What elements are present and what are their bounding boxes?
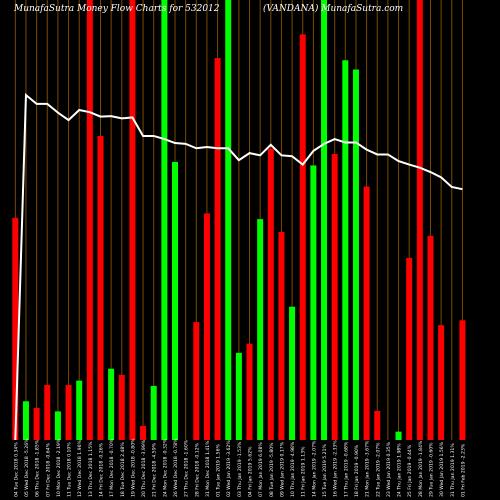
x-tick-label: 24 Mon Dec 2018 -0.32%: [162, 438, 168, 497]
x-tick-label: 31 Thu Jan 2019 1.31%: [450, 443, 456, 497]
x-tick-label: 23 Wed Jan 2019 0.35%: [386, 441, 392, 497]
bar-11-tue-dec-2018: [406, 257, 413, 440]
x-tick-label: 29 Tue Jan 2019 -0.60%: [428, 442, 434, 497]
x-tick-label: 10 Mon Dec 2018 -2.19%: [56, 438, 62, 497]
x-tick-label: 25 Fri Jan 2019 -0.44%: [407, 444, 413, 497]
bar-28-mon-jan-2019: [54, 411, 61, 440]
x-tick-label: 02 Wed Jan 2019 -3.62%: [226, 440, 232, 497]
x-tick-label: 01 Tue Jan 2019 1.56%: [216, 443, 222, 497]
bar-04-tue-dec-2018: [459, 320, 466, 440]
x-tick-label: 16 Wed Jan 2019 -2.33%: [333, 440, 339, 497]
x-tick-label: 18 Fri Jan 2019 -0.90%: [354, 444, 360, 497]
x-tick-label: 19 Wed Dec 2018 -0.80%: [130, 438, 136, 497]
bar-07-mon-jan-2019: [214, 58, 221, 441]
bar-27-thu-dec-2018: [289, 306, 296, 440]
x-tick-label: 12 Wed Dec 2018 1.96%: [77, 439, 83, 497]
x-tick-label: 03 Thu Jan 2019 -1.53%: [237, 441, 243, 497]
x-tick-label: 06 Thu Dec 2018 -1.85%: [35, 439, 41, 497]
bar-08-tue-jan-2019: [203, 213, 210, 440]
x-tick-label: 04 Fri Jan 2019 5.62%: [248, 446, 254, 497]
bar-14-mon-jan-2019: [161, 0, 168, 440]
x-tick-label: 24 Thu Jan 2019 1.98%: [397, 443, 403, 497]
x-tick-label: 11 Fri Jan 2019 1.13%: [301, 446, 307, 497]
bar-24-thu-jan-2019: [76, 380, 83, 440]
bar-24-mon-dec-2018: [310, 165, 317, 440]
bar-18-tue-dec-2018: [352, 69, 359, 441]
x-tick-label: 22 Tue Jan 2019 -2.07%: [375, 442, 381, 497]
bar-12-wed-dec-2018: [395, 431, 402, 440]
bar-11-fri-jan-2019: [171, 161, 178, 441]
bar-06-thu-dec-2018: [438, 325, 445, 440]
x-tick-label: 10 Thu Jan 2019 -4.98%: [290, 441, 296, 497]
bar-07-fri-dec-2018: [427, 235, 434, 440]
x-tick-label: 18 Tue Dec 2018 2.48%: [120, 442, 126, 497]
x-tick-label: 28 Fri Dec 2018 -0.12%: [194, 442, 200, 497]
x-tick-label: 31 Mon Dec 2018 1.41%: [205, 440, 211, 497]
x-tick-label: 28 Mon Jan 2019 -1.84%: [418, 440, 424, 497]
x-tick-label: 27 Thu Dec 2018 -1.60%: [184, 439, 190, 497]
bar-02-wed-jan-2019: [246, 343, 253, 440]
bar-15-tue-jan-2019: [150, 385, 157, 440]
x-tick-label: 26 Wed Dec 2018 -0.78%: [173, 438, 179, 497]
x-tick-label: 20 Thu Dec 2018 -3.99%: [141, 439, 147, 497]
bar-03-thu-jan-2019: [235, 352, 242, 440]
x-tick-label: 21 Mon Jan 2019 -3.67%: [365, 440, 371, 497]
bar-17-mon-dec-2018: [363, 186, 370, 440]
x-tick-label: 14 Mon Jan 2019 -2.07%: [311, 440, 317, 497]
bars-layer: [12, 0, 466, 441]
bar-09-wed-jan-2019: [193, 322, 200, 440]
x-tick-label: 01 Fri Feb 2019 -2.23%: [460, 443, 466, 497]
x-axis-labels: 04 Tue Dec 2018 0.34% 05 Wed Dec 2018 -5.…: [13, 438, 466, 497]
x-tick-label: 13 Thu Dec 2018 1.15%: [88, 441, 94, 497]
x-tick-label: 14 Fri Dec 2018 -0.26%: [98, 442, 104, 497]
bar-18-fri-jan-2019: [118, 374, 125, 440]
x-tick-label: 07 Fri Dec 2018 -0.64%: [45, 442, 51, 497]
x-tick-label: 07 Mon Jan 2019 6.08%: [258, 442, 264, 497]
bar-23-wed-jan-2019: [86, 0, 93, 440]
x-tick-label: 11 Tue Dec 2018 0.10%: [67, 442, 73, 497]
bar-22-tue-jan-2019: [97, 135, 104, 440]
x-tick-label: 17 Thu Jan 2019 -0.68%: [343, 441, 349, 497]
bar-26-wed-dec-2018: [299, 34, 306, 440]
bar-01-tue-jan-2019: [257, 219, 264, 440]
bar-28-fri-dec-2018: [278, 231, 285, 440]
bar-30-wed-jan-2019: [33, 407, 40, 440]
x-tick-label: 09 Wed Jan 2019 0.17%: [279, 441, 285, 497]
bar-14-fri-dec-2018: [374, 410, 381, 440]
x-tick-label: 30 Wed Jan 2019 1.56%: [439, 441, 445, 497]
bar-17-thu-jan-2019: [129, 0, 136, 440]
x-tick-label: 05 Wed Dec 2018 -5.26%: [24, 438, 30, 497]
chart-title-left: MunafaSutra Money Flow Charts for 532012: [14, 4, 220, 14]
bar-04-fri-jan-2019: [225, 0, 232, 440]
bar-20-thu-dec-2018: [331, 154, 338, 440]
chart-title-right: (VANDANA) MunafaSutra.com: [263, 4, 404, 14]
x-tick-label: 08 Tue Jan 2019 -5.80%: [269, 442, 275, 497]
bar-01-fri-feb-2019: [12, 217, 19, 440]
x-tick-label: 04 Tue Dec 2018 0.34%: [13, 442, 19, 497]
bar-29-tue-jan-2019: [44, 385, 51, 440]
x-tick-label: 21 Fri Dec 2018 -4.59%: [152, 442, 158, 497]
price-line: [14, 92, 463, 441]
bar-21-mon-jan-2019: [108, 368, 115, 440]
x-tick-label: 15 Tue Jan 2019 5.21%: [322, 443, 328, 497]
bar-19-wed-dec-2018: [342, 60, 349, 440]
x-tick-label: 17 Mon Dec 2018 -0.70%: [109, 438, 115, 497]
bar-31-thu-jan-2019: [22, 401, 29, 440]
bar-16-wed-jan-2019: [140, 425, 147, 440]
bar-10-mon-dec-2018: [416, 0, 423, 440]
bar-21-fri-dec-2018: [321, 0, 328, 440]
bar-25-fri-jan-2019: [65, 385, 72, 440]
bar-31-mon-dec-2018: [267, 148, 274, 440]
